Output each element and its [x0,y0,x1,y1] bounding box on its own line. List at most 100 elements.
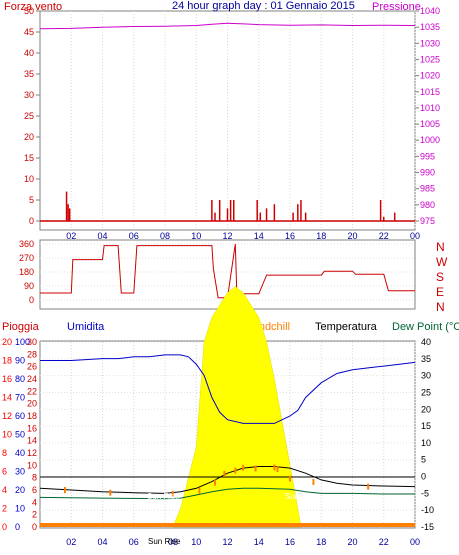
rain-tick-label: 8 [2,448,7,458]
top-x-axis: 02 04 06 08 10 12 14 16 18 20 22 00 [66,231,420,241]
rain-tick-label: 16 [2,374,12,384]
wind-tick-label: 0 [29,216,34,226]
scale-tick-label: 30 [27,337,37,347]
bottom-x-tick-label: 12 [222,537,232,547]
humidity-tick-label: 0 [15,522,20,532]
pressure-tick-label: 1025 [420,54,440,64]
top-x-tick-label: 20 [347,231,357,241]
top-x-tick-label: 04 [97,231,107,241]
pressure-tick-label: 1010 [420,103,440,113]
temperature-tick-label: 20 [421,404,431,414]
scale-tick-label: 18 [27,411,37,421]
rain-label: Pioggia [2,321,40,333]
pressure-tick-label: 1020 [420,71,440,81]
humidity-tick-label: 20 [15,485,25,495]
rain-tick-label: 14 [2,393,12,403]
sunrise-label: Sun Rise [147,492,180,501]
pressure-tick-label: 995 [420,151,435,161]
compass-label: N [436,240,445,254]
compass-label: N [436,300,445,314]
temperature-tick-label: -15 [421,522,434,532]
top-x-tick-label: 22 [379,231,389,241]
temperature-tick-label: 15 [421,421,431,431]
temperature-tick-label: -10 [421,505,434,515]
pressure-tick-label: 1035 [420,22,440,32]
pressure-tick-label: 1000 [420,135,440,145]
compass-label: S [436,270,444,284]
wind-tick-label: 15 [24,153,34,163]
humidity-tick-label: 90 [15,356,25,366]
direction-tick-label: 270 [19,253,34,263]
humidity-tick-label: 40 [15,448,25,458]
humidity-tick-label: 100 [15,337,30,347]
compass-label: E [436,285,444,299]
bottom-x-axis: 02 04 06 08 10 12 14 16 18 20 22 00 [66,537,420,547]
direction-tick-label: 0 [29,295,34,305]
top-x-tick-label: 06 [129,231,139,241]
scale-tick-label: 10 [27,460,37,470]
scale-tick-label: 20 [27,399,37,409]
pressure-tick-label: 985 [420,184,435,194]
windchill-series [64,464,370,498]
top-x-tick-label: 16 [285,231,295,241]
pressure-tick-label: 1005 [420,119,440,129]
pressure-tick-label: 990 [420,168,435,178]
rain-tick-label: 12 [2,411,12,421]
top-x-tick-label: 18 [316,231,326,241]
direction-grid [40,243,415,301]
pressure-label: Pressione [372,1,421,13]
temperature-tick-label: 30 [421,371,431,381]
humidity-label: Umidita [67,321,105,333]
scale-tick-label: 24 [27,374,37,384]
wind-force-label: Forza vento [4,1,62,13]
pressure-line [39,22,416,30]
wind-force-series [40,191,415,222]
wind-tick-label: 10 [24,174,34,184]
temperature-axis: 40 35 30 25 20 15 10 5 0 -5 -10 -15 [421,337,434,532]
temperature-tick-label: 10 [421,438,431,448]
bottom-x-tick-label: 10 [191,537,201,547]
bottom-x-tick-label: 06 [129,537,139,547]
bottom-x-tick-label: 22 [379,537,389,547]
bottom-x-tick-label: 04 [97,537,107,547]
wind-tick-label: 5 [29,195,34,205]
top-grid [70,11,416,230]
scale-tick-label: 16 [27,423,37,433]
scale-tick-label: 8 [32,473,37,483]
wind-tick-label: 30 [24,90,34,100]
rain-baseline-bar [40,523,415,527]
rain-tick-label: 10 [2,430,12,440]
humidity-tick-label: 50 [15,430,25,440]
humidity-tick-label: 70 [15,393,25,403]
dewpoint-line [39,487,415,500]
compass-label: W [436,255,448,269]
sunset-label: Sun Set [285,492,314,501]
scale-tick-label: 4 [32,497,37,507]
bottom-x-tick-label: 00 [410,537,420,547]
direction-left-axis: 360 270 180 90 0 [19,239,34,305]
temperature-tick-label: -5 [421,488,429,498]
wind-tick-label: 45 [24,27,34,37]
rain-tick-label: 4 [2,485,7,495]
pressure-tick-label: 980 [420,200,435,210]
rain-tick-label: 18 [2,356,12,366]
temperature-tick-label: 35 [421,354,431,364]
scale-tick-label: 12 [27,448,37,458]
pressure-tick-label: 1030 [420,38,440,48]
scale-tick-label: 0 [32,522,37,532]
humidity-tick-label: 80 [15,374,25,384]
dewpoint-label: Dew Point (°C [392,321,459,333]
top-x-tick-label: 12 [222,231,232,241]
direction-tick-label: 180 [19,267,34,277]
rain-tick-label: 6 [2,467,7,477]
bottom-x-tick-label: 14 [254,537,264,547]
sunrise-x-marker: Sun Rise [148,537,181,546]
bottom-x-tick-label: 20 [347,537,357,547]
temperature-tick-label: 5 [421,455,426,465]
temperature-tick-label: 25 [421,387,431,397]
wind-tick-label: 50 [24,6,34,16]
temperature-tick-label: 0 [421,472,426,482]
bottom-x-tick-label: 18 [316,537,326,547]
